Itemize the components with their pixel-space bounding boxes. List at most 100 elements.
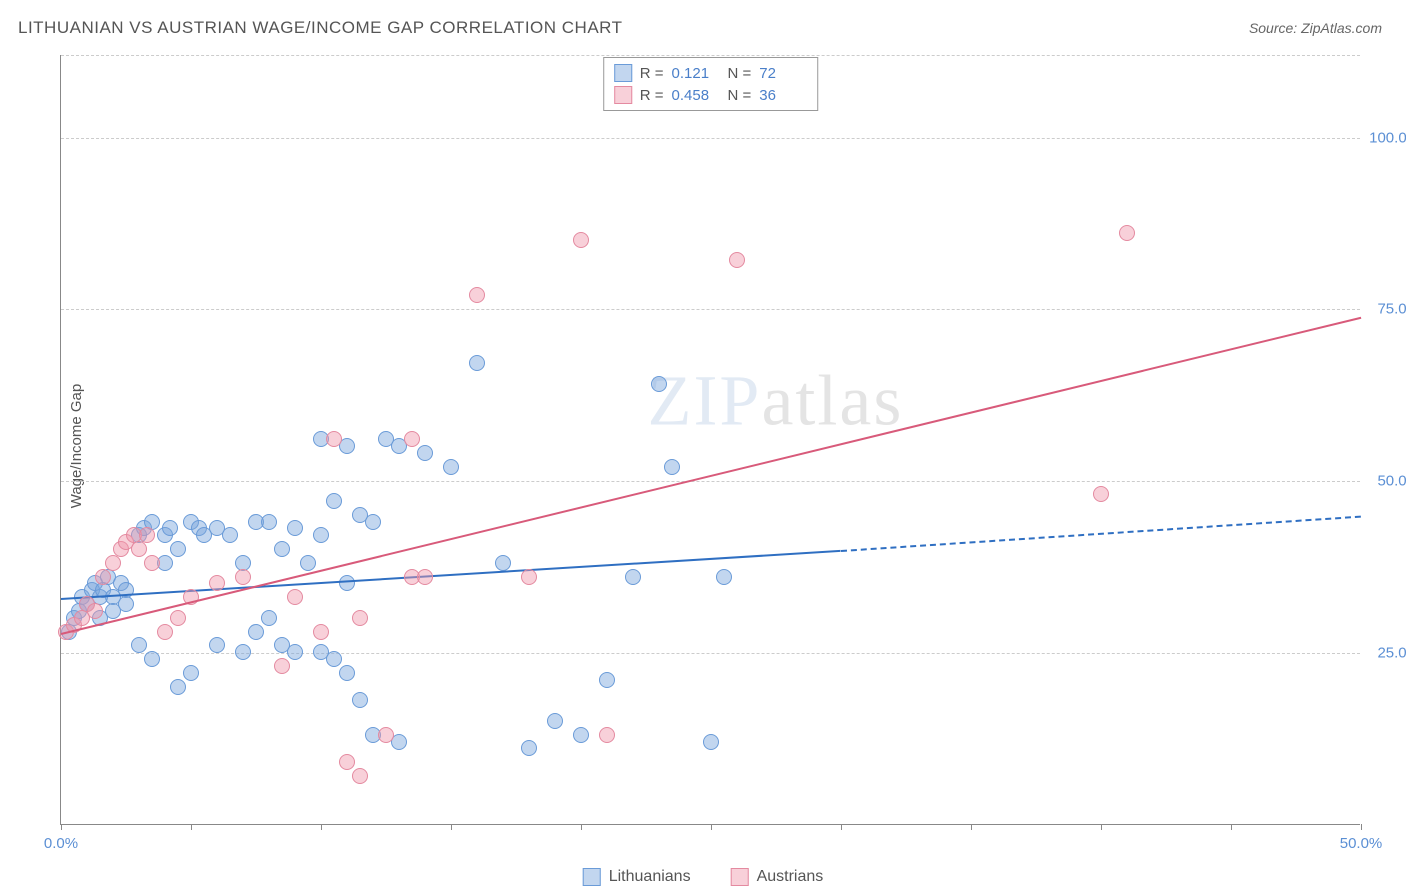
- scatter-point: [1093, 486, 1109, 502]
- x-tick: [451, 824, 452, 830]
- scatter-point: [300, 555, 316, 571]
- x-tick: [1101, 824, 1102, 830]
- scatter-point: [287, 589, 303, 605]
- scatter-point: [170, 541, 186, 557]
- scatter-point: [157, 624, 173, 640]
- scatter-point: [235, 644, 251, 660]
- scatter-point: [469, 355, 485, 371]
- scatter-point: [625, 569, 641, 585]
- watermark: ZIPatlas: [647, 360, 903, 443]
- scatter-point: [144, 651, 160, 667]
- scatter-point: [547, 713, 563, 729]
- scatter-point: [352, 768, 368, 784]
- scatter-point: [716, 569, 732, 585]
- scatter-point: [183, 665, 199, 681]
- scatter-point: [170, 679, 186, 695]
- scatter-point: [209, 637, 225, 653]
- scatter-point: [313, 527, 329, 543]
- scatter-point: [131, 541, 147, 557]
- legend-swatch: [583, 868, 601, 886]
- scatter-point: [599, 672, 615, 688]
- scatter-point: [326, 493, 342, 509]
- scatter-point: [404, 431, 420, 447]
- x-tick: [841, 824, 842, 830]
- scatter-point: [599, 727, 615, 743]
- trend-line: [61, 316, 1361, 634]
- scatter-point: [144, 555, 160, 571]
- n-value: 36: [759, 87, 807, 104]
- scatter-point: [170, 610, 186, 626]
- scatter-point: [95, 569, 111, 585]
- scatter-point: [417, 445, 433, 461]
- gridline: [61, 309, 1360, 310]
- legend-label: Austrians: [757, 868, 824, 886]
- scatter-point: [261, 514, 277, 530]
- x-tick: [971, 824, 972, 830]
- r-value: 0.458: [672, 87, 720, 104]
- scatter-point: [573, 232, 589, 248]
- scatter-point: [339, 754, 355, 770]
- y-tick-label: 25.0%: [1377, 645, 1406, 662]
- x-tick: [321, 824, 322, 830]
- x-tick-label: 0.0%: [44, 835, 78, 852]
- x-tick-label: 50.0%: [1340, 835, 1383, 852]
- gridline: [61, 138, 1360, 139]
- legend-label: Lithuanians: [609, 868, 691, 886]
- trend-line: [841, 516, 1361, 552]
- scatter-point: [326, 431, 342, 447]
- legend-item: Austrians: [731, 868, 824, 886]
- series-swatch: [614, 64, 632, 82]
- scatter-point: [443, 459, 459, 475]
- r-label: R =: [640, 65, 664, 82]
- scatter-point: [139, 527, 155, 543]
- legend-swatch: [731, 868, 749, 886]
- n-label: N =: [728, 87, 752, 104]
- gridline: [61, 481, 1360, 482]
- scatter-point: [248, 624, 264, 640]
- scatter-point: [105, 555, 121, 571]
- scatter-point: [287, 644, 303, 660]
- x-tick: [1361, 824, 1362, 830]
- gridline: [61, 55, 1360, 56]
- scatter-point: [417, 569, 433, 585]
- scatter-point: [261, 610, 277, 626]
- stats-row: R =0.458N =36: [614, 84, 808, 106]
- x-tick: [1231, 824, 1232, 830]
- watermark-bold: ZIP: [647, 361, 761, 441]
- scatter-point: [326, 651, 342, 667]
- source-name: ZipAtlas.com: [1301, 20, 1382, 36]
- n-label: N =: [728, 65, 752, 82]
- scatter-point: [495, 555, 511, 571]
- scatter-point: [87, 603, 103, 619]
- scatter-point: [274, 658, 290, 674]
- scatter-point: [162, 520, 178, 536]
- y-tick-label: 75.0%: [1377, 301, 1406, 318]
- scatter-point: [118, 596, 134, 612]
- scatter-point: [365, 514, 381, 530]
- scatter-point: [651, 376, 667, 392]
- n-value: 72: [759, 65, 807, 82]
- r-value: 0.121: [672, 65, 720, 82]
- stats-row: R = 0.121 N = 72: [614, 62, 808, 84]
- scatter-point: [664, 459, 680, 475]
- scatter-point: [352, 692, 368, 708]
- scatter-point: [209, 575, 225, 591]
- scatter-point: [703, 734, 719, 750]
- scatter-point: [339, 665, 355, 681]
- legend: Lithuanians Austrians: [583, 868, 824, 886]
- x-tick: [61, 824, 62, 830]
- y-tick-label: 50.0%: [1377, 473, 1406, 490]
- correlation-stats-box: R = 0.121 N = 72R = 0.458 N = 36: [603, 57, 819, 111]
- y-tick-label: 100.0%: [1369, 129, 1406, 146]
- legend-item: Lithuanians: [583, 868, 691, 886]
- source-label: Source:: [1249, 20, 1297, 36]
- scatter-point: [469, 287, 485, 303]
- series-swatch: [614, 86, 632, 104]
- scatter-point: [378, 727, 394, 743]
- scatter-point: [235, 569, 251, 585]
- scatter-point: [573, 727, 589, 743]
- scatter-point: [287, 520, 303, 536]
- scatter-point: [313, 624, 329, 640]
- chart-plot-area: ZIPatlas R =0.121N =72R =0.458N =36 25.0…: [60, 55, 1360, 825]
- watermark-thin: atlas: [761, 361, 903, 441]
